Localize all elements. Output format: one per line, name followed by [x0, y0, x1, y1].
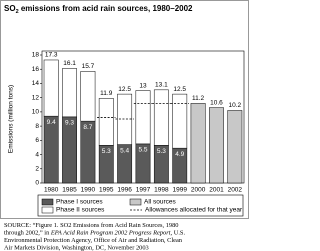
bar-segment: [80, 71, 96, 122]
x-tick-label: 2001: [209, 187, 224, 194]
x-tick-label: 1985: [62, 187, 77, 194]
y-tick-label: 10: [32, 109, 40, 116]
y-tick-label: 4: [35, 151, 39, 158]
total-label: 11.2: [192, 95, 205, 102]
total-label: 10.2: [228, 102, 241, 109]
source-part: through 2002,” in: [4, 230, 51, 237]
y-tick-label: 8: [35, 123, 39, 130]
source-part: EPA Acid Rain Program 2002 Progress Repo…: [50, 230, 173, 237]
source-note: Environmental Protection Agency, Office …: [4, 237, 183, 244]
legend: [37, 194, 244, 217]
total-label: 11.9: [100, 90, 113, 97]
total-label: 13: [139, 82, 147, 89]
y-tick-label: 0: [35, 180, 39, 187]
legend-swatch: [41, 198, 54, 206]
x-tick-label: 2002: [228, 187, 243, 194]
title-part: emissions from acid rain sources, 1980–2…: [19, 4, 193, 13]
bar-segment: [62, 116, 77, 184]
bar-segment: [117, 93, 133, 145]
frame: [0, 0, 249, 219]
bar-segment: [43, 59, 59, 117]
y-tick-label: 6: [35, 137, 39, 144]
x-tick-label: 1980: [44, 187, 59, 194]
y-tick-label: 12: [32, 94, 40, 101]
value-label: 5.4: [120, 147, 129, 154]
bar-segment: [135, 90, 151, 145]
total-label: 12.5: [173, 86, 186, 93]
source-part: Air Markets Division, Washington, DC, No…: [4, 245, 149, 251]
x-tick-label: 2000: [191, 187, 206, 194]
source-part: U.S.: [172, 230, 185, 237]
value-label: 4.9: [175, 151, 184, 158]
x-tick-label: 1998: [154, 187, 169, 194]
value-label: 9.3: [65, 120, 74, 127]
value-label: 5.5: [138, 147, 147, 154]
value-label: 8.7: [83, 124, 92, 131]
source-part: Environmental Protection Agency, Office …: [4, 237, 183, 244]
bar-segment: [209, 107, 224, 184]
bar-segment: [153, 89, 169, 146]
bar-segment: [190, 103, 206, 184]
value-label: 5.3: [157, 148, 166, 155]
title-part: SO: [4, 4, 16, 13]
title-part: 2: [16, 9, 19, 15]
x-tick-label: 1997: [136, 187, 151, 194]
legend-label: Phase II sources: [56, 207, 105, 214]
x-tick-label: 1995: [99, 187, 114, 194]
y-tick-label: 2: [35, 165, 39, 172]
chart: SO2 emissions from acid rain sources, 19…: [0, 0, 249, 251]
x-tick-label: 1990: [81, 187, 96, 194]
source-note: Air Markets Division, Washington, DC, No…: [4, 245, 149, 251]
bar-segment: [98, 98, 114, 146]
y-tick-label: 16: [32, 66, 40, 73]
bar-segment: [43, 115, 59, 184]
total-label: 16.1: [63, 60, 76, 67]
total-label: 12.5: [118, 86, 131, 93]
source-note: through 2002,” in EPA Acid Rain Program …: [4, 230, 185, 237]
legend-label: Phase I sources: [56, 199, 103, 206]
x-tick-label: 1999: [172, 187, 187, 194]
value-label: 5.3: [102, 148, 111, 155]
total-label: 10.6: [210, 99, 223, 106]
legend-swatch: [129, 198, 142, 206]
legend-label: All sources: [144, 199, 177, 206]
x-tick-label: 1996: [117, 187, 132, 194]
legend-swatch: [41, 206, 54, 214]
bar-segment: [172, 93, 188, 149]
source-note: SOURCE: “Figure 1. SO2 Emissions from Ac…: [4, 222, 179, 229]
y-tick-label: 18: [32, 52, 40, 59]
source-part: SOURCE: “Figure 1. SO2 Emissions from Ac…: [4, 222, 179, 229]
legend-label: Allowances allocated for that year: [145, 207, 243, 214]
chart-title: SO2 emissions from acid rain sources, 19…: [4, 4, 193, 15]
bar-segment: [227, 110, 243, 184]
total-label: 17.3: [45, 52, 58, 59]
y-axis-label: Emissions (million tons): [8, 85, 15, 153]
value-label: 9.4: [47, 119, 56, 126]
total-label: 13.1: [155, 82, 168, 89]
total-label: 15.7: [82, 63, 95, 70]
bar-segment: [62, 68, 77, 118]
y-tick-label: 14: [32, 80, 40, 87]
